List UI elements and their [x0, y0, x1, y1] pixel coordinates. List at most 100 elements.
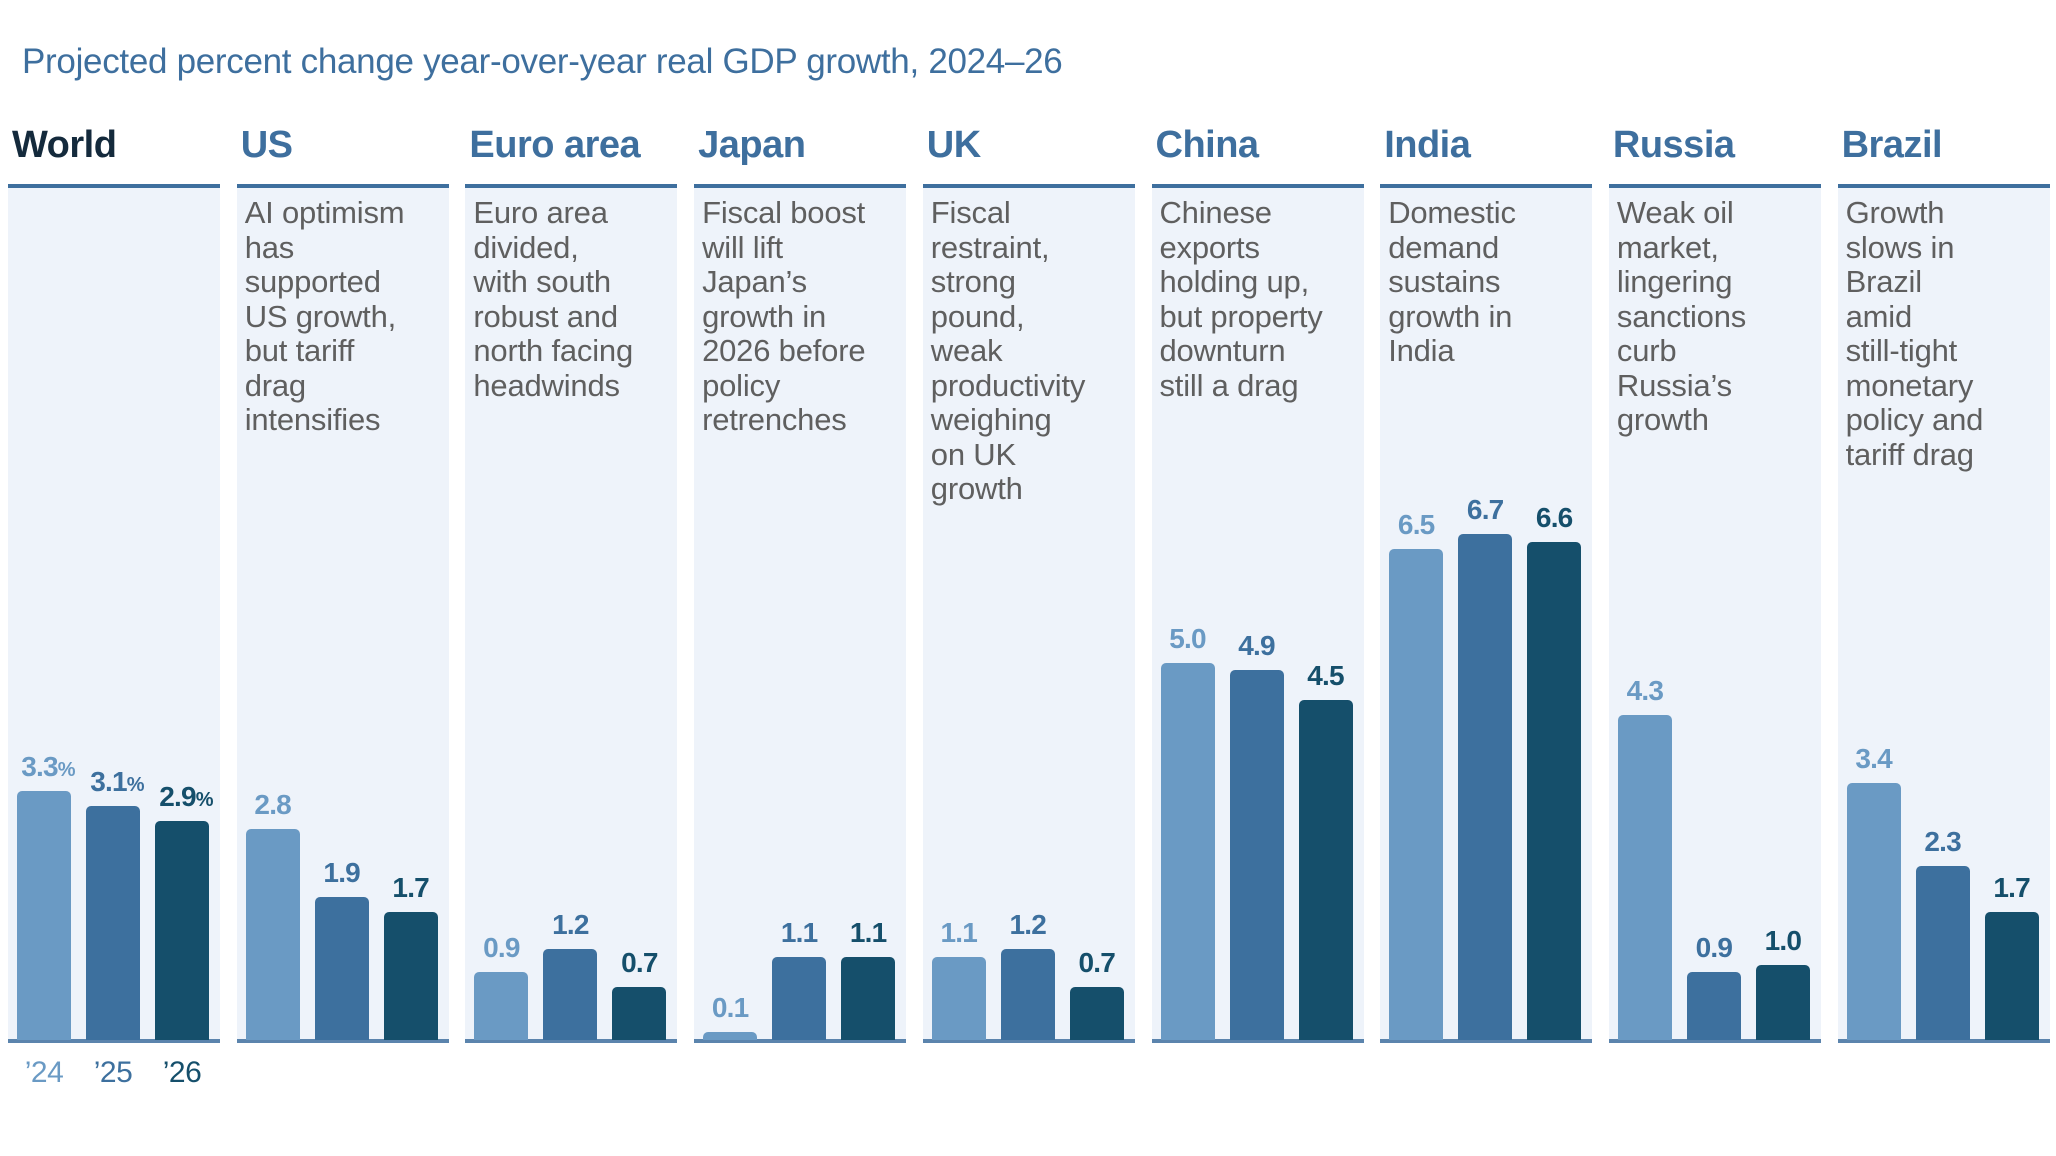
value-label: 2.8	[233, 789, 313, 821]
panel-header: Euro area	[469, 124, 641, 166]
bar-world-26	[155, 821, 209, 1040]
bar-euro-area-25	[543, 949, 598, 1040]
bar-uk-24	[931, 956, 986, 1040]
panel-header: India	[1384, 124, 1471, 166]
value-label: 1.1	[759, 917, 839, 949]
value-label: 0.1	[690, 992, 770, 1024]
panel-brazil: Brazil Growth slows in Brazil amid still-…	[1837, 0, 2050, 1156]
value-label: 4.9	[1217, 630, 1297, 662]
panel-description: Euro area divided, with south robust and…	[473, 195, 633, 403]
value-text: 1.1	[849, 916, 887, 948]
value-label: 2.3	[1903, 826, 1983, 858]
value-text: 0.1	[711, 992, 749, 1024]
value-label: 4.3	[1605, 675, 1685, 707]
value-text: 1.2	[1009, 909, 1047, 941]
panel-description: AI optimism has supported US growth, but…	[244, 195, 405, 437]
panel-header: UK	[926, 124, 981, 166]
value-text: 5.0	[1169, 622, 1206, 654]
value-label: 3.3%	[8, 751, 88, 783]
bar-world-24	[17, 790, 71, 1040]
panel-euro-area: Euro area Euro area divided, with south r…	[465, 0, 679, 1156]
value-label: 4.5	[1286, 660, 1366, 692]
panel-us: US AI optimism has supported US growth, b…	[236, 0, 451, 1156]
baseline	[1837, 1039, 2050, 1043]
baseline	[922, 1039, 1135, 1043]
bar-us-26	[383, 911, 438, 1040]
percent-sign: %	[57, 758, 76, 781]
panel-background	[465, 188, 678, 1040]
header-rule	[465, 184, 678, 188]
value-text: 1.7	[392, 871, 429, 903]
value-label: 1.0	[1743, 925, 1823, 957]
panel-description: Weak oil market, lingering sanctions cur…	[1616, 195, 1747, 437]
value-text: 0.7	[621, 947, 658, 979]
panel-header: Brazil	[1841, 124, 1943, 166]
header-rule	[1837, 184, 2050, 188]
baseline	[1151, 1039, 1364, 1043]
bar-russia-25	[1686, 972, 1741, 1040]
bar-brazil-25	[1915, 866, 1970, 1040]
bar-brazil-26	[1984, 911, 2039, 1040]
value-text: 3.3	[21, 750, 58, 782]
bar-india-26	[1527, 541, 1582, 1040]
value-text: 1.2	[552, 909, 589, 941]
bar-us-24	[245, 828, 300, 1040]
panel-description: Growth slows in Brazil amid still-tight …	[1845, 195, 1984, 472]
value-label: 0.9	[1674, 932, 1754, 964]
header-rule	[1151, 184, 1364, 188]
bar-euro-area-24	[474, 972, 529, 1040]
value-label: 1.1	[919, 917, 999, 949]
bar-japan-25	[772, 956, 827, 1040]
bar-china-26	[1298, 700, 1353, 1040]
value-label: 1.1	[828, 917, 908, 949]
year-label: ’25	[93, 1056, 133, 1089]
panel-header: US	[240, 124, 293, 166]
percent-sign: %	[195, 789, 214, 812]
year-label: ’26	[162, 1056, 202, 1089]
baseline	[1380, 1039, 1593, 1043]
value-label: 0.7	[1057, 947, 1137, 979]
value-text: 6.5	[1397, 509, 1435, 541]
value-text: 4.3	[1626, 675, 1664, 707]
baseline	[694, 1039, 907, 1043]
bar-world-25	[86, 805, 140, 1040]
value-label: 0.7	[599, 947, 679, 979]
value-text: 6.6	[1535, 501, 1573, 533]
value-label: 1.9	[302, 857, 382, 889]
header-rule	[922, 184, 1135, 188]
panel-japan: Japan Fiscal boost will lift Japan’s grow…	[694, 0, 908, 1156]
panel-description: Chinese exports holding up, but property…	[1159, 195, 1323, 403]
panel-header: China	[1155, 124, 1260, 166]
header-rule	[1608, 184, 1821, 188]
value-label: 1.2	[530, 909, 610, 941]
panel-header: Russia	[1612, 124, 1735, 166]
panel-header: Japan	[698, 124, 806, 166]
value-label: 5.0	[1148, 623, 1228, 655]
bar-russia-24	[1617, 715, 1672, 1040]
bar-japan-24	[703, 1032, 758, 1040]
bar-japan-26	[841, 956, 896, 1040]
panel-description: Domestic demand sustains growth in India	[1388, 195, 1516, 368]
value-label: 1.7	[371, 872, 451, 904]
header-rule	[236, 184, 449, 188]
bar-china-24	[1160, 662, 1215, 1040]
header-rule	[694, 184, 907, 188]
baseline	[1608, 1039, 1821, 1043]
panel-description: Fiscal boost will lift Japan’s growth in…	[702, 195, 866, 437]
value-label: 6.7	[1445, 494, 1525, 526]
value-text: 4.5	[1307, 660, 1344, 692]
chart-title: Projected percent change year-over-year …	[22, 42, 1063, 81]
value-label: 3.4	[1834, 743, 1914, 775]
value-text: 3.1	[90, 765, 127, 797]
bar-russia-26	[1755, 964, 1810, 1040]
header-rule	[1380, 184, 1593, 188]
bar-brazil-24	[1846, 783, 1901, 1040]
value-text: 3.4	[1855, 743, 1892, 775]
value-text: 2.9	[159, 781, 196, 813]
value-label: 2.9%	[146, 781, 226, 813]
panel-uk: UK Fiscal restraint, strong pound, weak p…	[922, 0, 1137, 1156]
value-text: 0.9	[1695, 932, 1733, 964]
header-rule	[8, 184, 220, 188]
value-label: 0.9	[461, 932, 541, 964]
bar-india-24	[1389, 549, 1444, 1040]
